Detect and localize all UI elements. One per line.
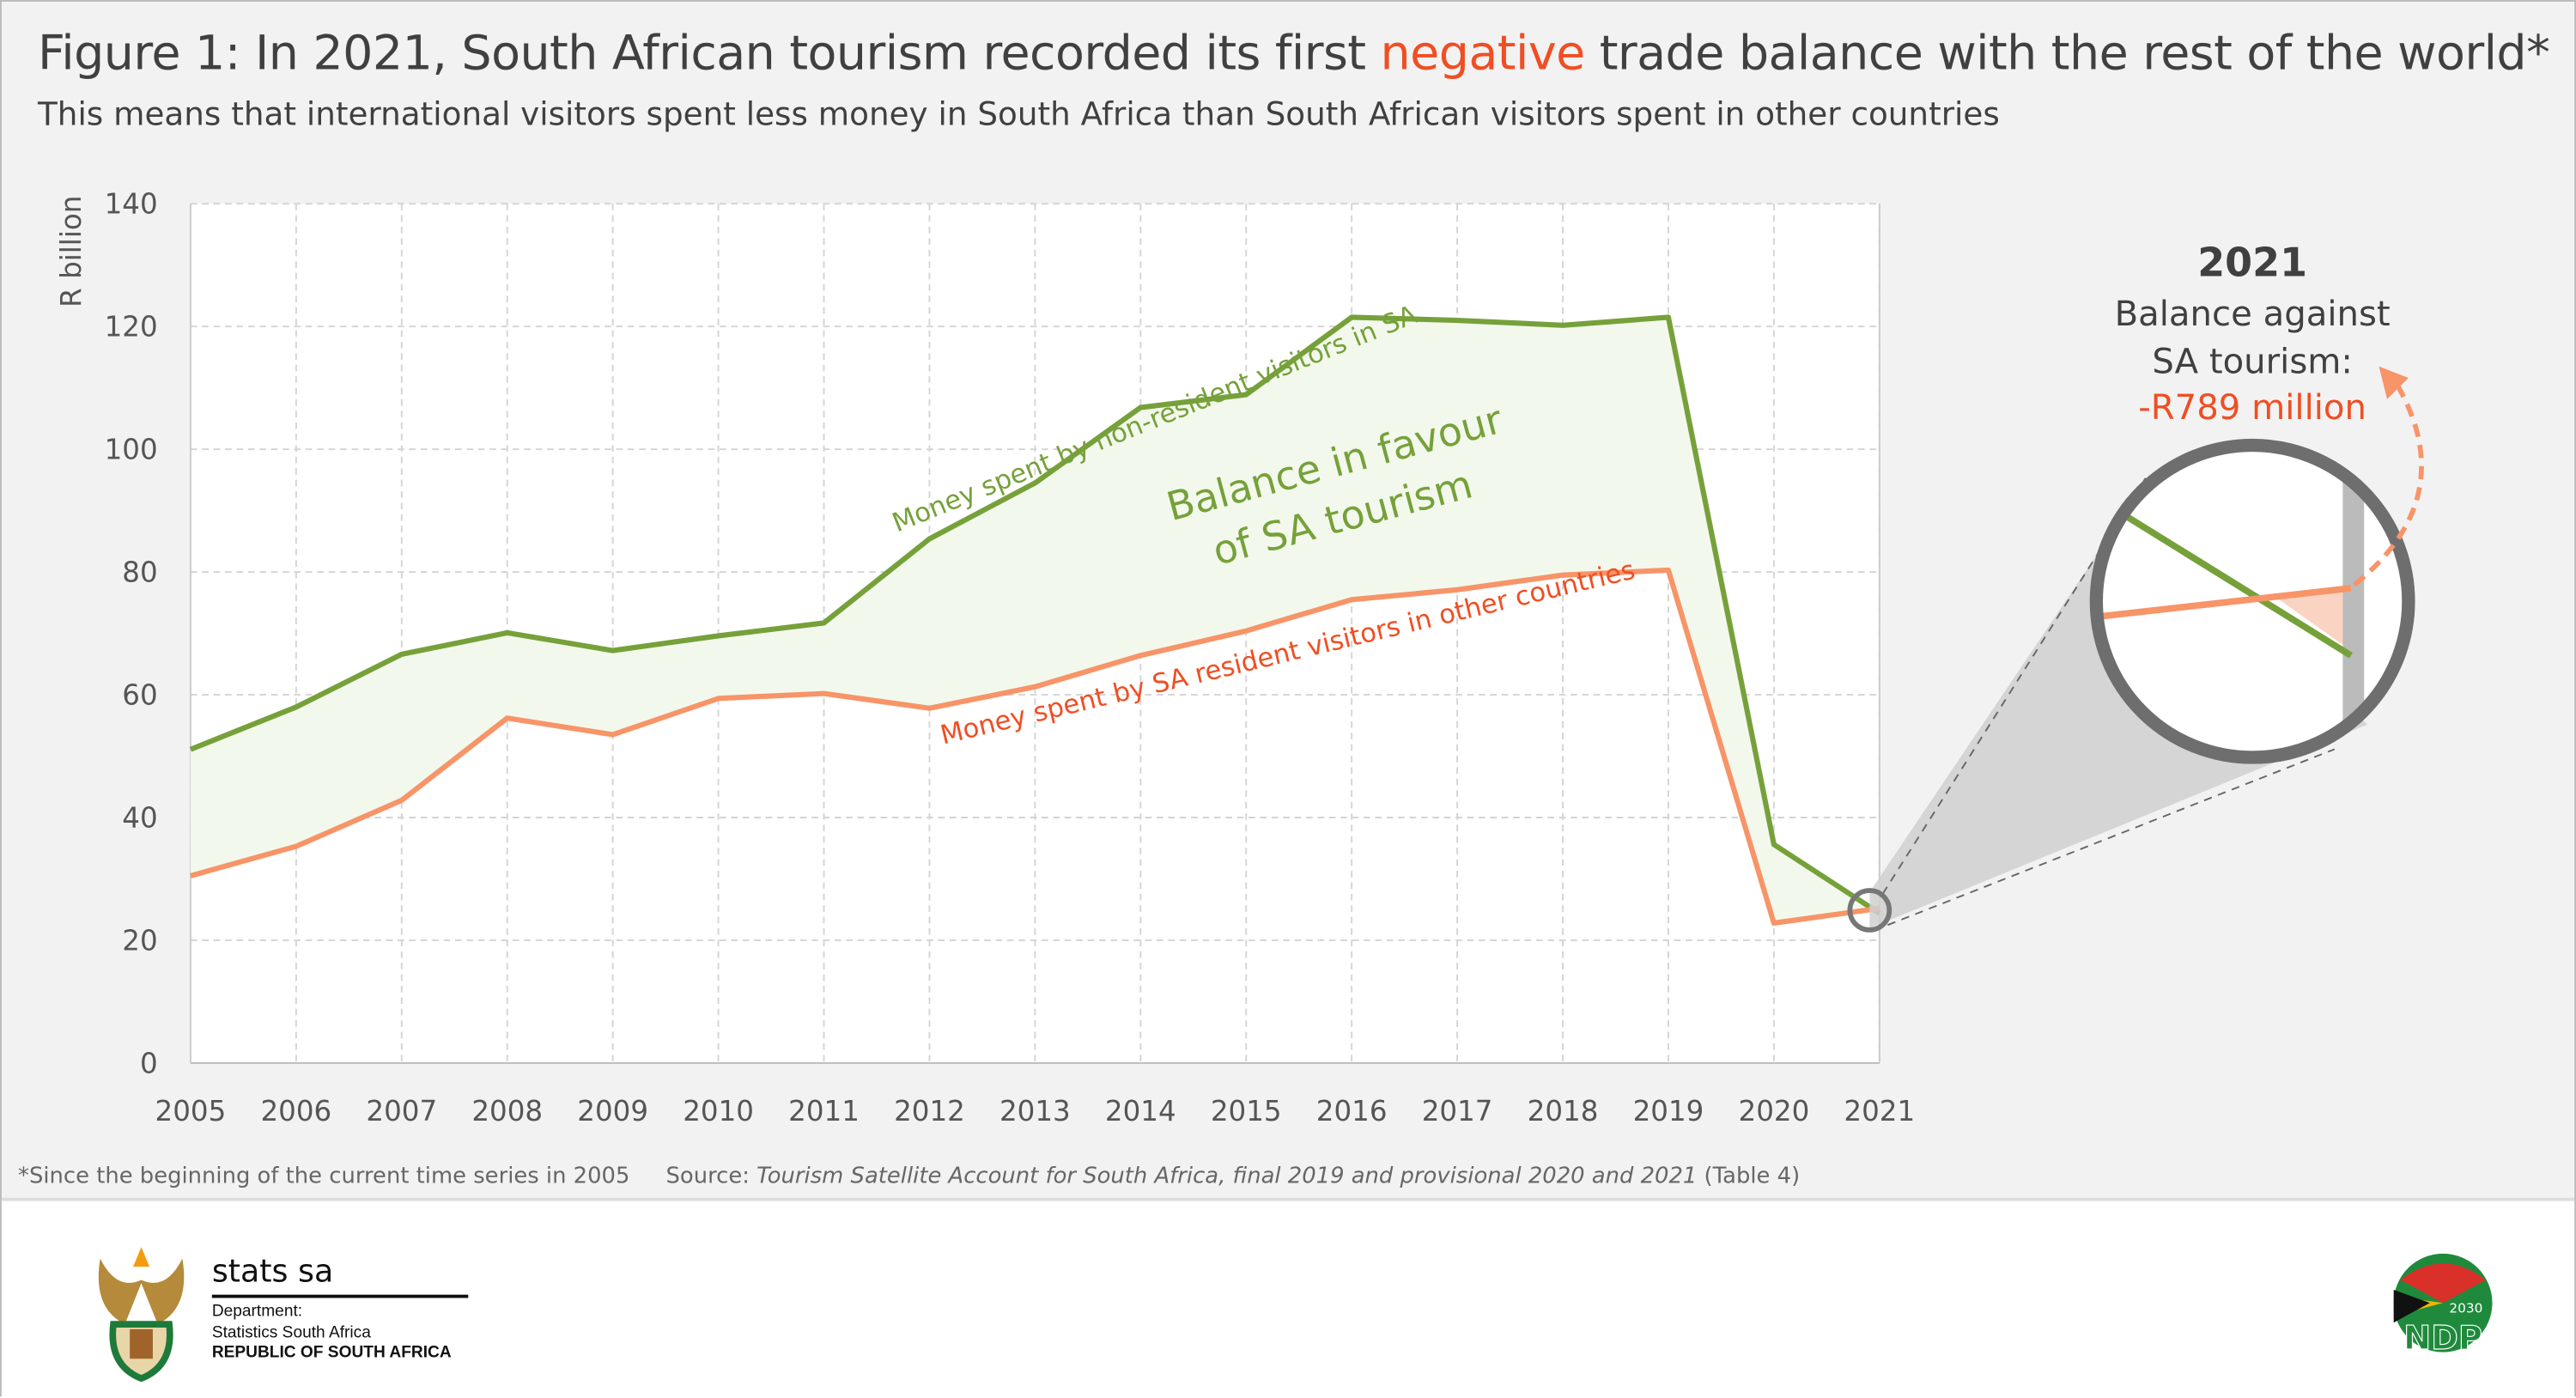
ndp-year: 2030 <box>2449 1301 2482 1316</box>
source-title: Tourism Satellite Account for South Afri… <box>756 1163 1698 1190</box>
x-tick-label: 2017 <box>1422 1095 1493 1128</box>
source-label: Source: <box>665 1163 757 1190</box>
dept-line: Department: <box>211 1303 303 1322</box>
cone-edge <box>1881 477 2147 895</box>
brand-name: stats sa <box>211 1253 334 1290</box>
title-highlight: negative <box>1380 24 1586 81</box>
y-tick-label: 60 <box>122 679 157 712</box>
x-tick-label: 2019 <box>1633 1095 1704 1128</box>
y-tick-label: 140 <box>105 188 158 221</box>
annotation-year: 2021 <box>2197 240 2308 286</box>
annotation-line2: SA tourism: <box>2152 341 2353 381</box>
annotation-arrow <box>2352 374 2424 587</box>
zoom-marker <box>1847 888 1893 933</box>
y-tick-label: 0 <box>140 1047 158 1079</box>
x-tick-label: 2013 <box>999 1095 1071 1128</box>
cone-edge <box>1887 748 2336 927</box>
arrow-head <box>2379 366 2409 399</box>
y-tick-label: 40 <box>122 801 157 834</box>
department-text: Department: Statistics South Africa REPU… <box>212 1303 452 1365</box>
x-tick-label: 2020 <box>1739 1095 1810 1128</box>
x-tick-label: 2005 <box>155 1095 227 1128</box>
magnifier <box>2099 448 2406 755</box>
balance-area <box>190 317 1880 923</box>
x-tick-label: 2015 <box>1211 1095 1282 1128</box>
source-suffix: (Table 4) <box>1697 1163 1801 1190</box>
brand-rule <box>211 1294 469 1298</box>
ndp-text: NDP <box>2403 1319 2482 1358</box>
footnote-text: *Since the beginning of the current time… <box>18 1163 630 1190</box>
page-title: Figure 1: In 2021, South African tourism… <box>38 24 2550 81</box>
series-line-orange <box>190 567 1880 927</box>
dept-line: REPUBLIC OF SOUTH AFRICA <box>211 1344 452 1363</box>
title-text-end: trade balance with the rest of the world… <box>1584 24 2550 81</box>
magnifier-ring <box>2089 438 2415 764</box>
x-tick-label: 2007 <box>366 1095 437 1128</box>
x-tick-label: 2008 <box>471 1095 543 1128</box>
footer: stats sa Department: Statistics South Af… <box>1 1197 2575 1398</box>
subtitle: This means that international visitors s… <box>38 94 2000 133</box>
y-tick-label: 20 <box>122 924 157 957</box>
x-tick-label: 2016 <box>1316 1095 1388 1128</box>
annotation-line1: Balance against <box>2114 294 2391 334</box>
x-tick-label: 2014 <box>1105 1095 1176 1128</box>
x-tick-label: 2006 <box>260 1095 331 1128</box>
ndp-logo: 2030 NDP <box>2393 1253 2493 1358</box>
y-tick-label: 80 <box>122 556 157 589</box>
x-tick-label: 2011 <box>788 1095 860 1128</box>
x-tick-label: 2010 <box>683 1095 754 1128</box>
x-tick-label: 2018 <box>1528 1095 1599 1128</box>
x-tick-label: 2009 <box>577 1095 648 1128</box>
y-axis-label: R billion <box>55 196 88 307</box>
y-tick-label: 100 <box>105 434 158 466</box>
x-tick-label: 2021 <box>1844 1095 1915 1128</box>
x-tick-label: 2012 <box>894 1095 965 1128</box>
line-chart: 0 20 40 60 80 100 120 140 2005 2006 2007 2008 2009 20… <box>55 188 2424 1128</box>
dept-line: Statistics South Africa <box>211 1323 371 1342</box>
y-tick-label: 120 <box>105 311 158 343</box>
annotation-value: -R789 million <box>2138 387 2366 428</box>
series-line-green <box>189 314 1881 916</box>
coat-of-arms-logo <box>98 1247 185 1383</box>
footnote: *Since the beginning of the current time… <box>18 1164 1800 1190</box>
title-text: Figure 1: In 2021, South African tourism… <box>38 24 1381 81</box>
